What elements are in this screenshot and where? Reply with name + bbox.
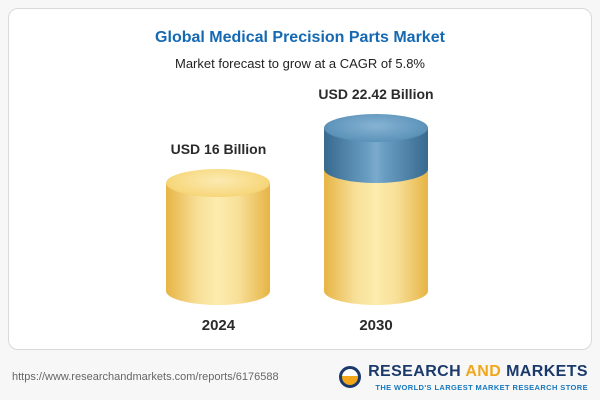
chart-card: Global Medical Precision Parts Market Ma… [8,8,592,350]
brand-text: RESEARCH AND MARKETS THE WORLD'S LARGEST… [368,363,588,392]
cylinder-2030-base-segment [324,169,428,305]
footer: https://www.researchandmarkets.com/repor… [0,354,600,400]
chart-subtitle: Market forecast to grow at a CAGR of 5.8… [175,56,425,71]
brand-word-markets: MARKETS [506,362,588,380]
value-label-2030: USD 22.42 Billion [318,86,434,102]
cylinder-2024 [166,169,271,305]
cylinder-2030-growth-segment [324,114,428,183]
value-label-2024: USD 16 Billion [170,141,267,157]
cylinder-2030-top-ellipse [324,114,428,142]
report-url: https://www.researchandmarkets.com/repor… [12,371,279,383]
brand-wordmark: RESEARCH AND MARKETS [368,363,588,381]
cylinder-2030-base-body [324,169,428,305]
brand-logo: RESEARCH AND MARKETS THE WORLD'S LARGEST… [339,363,588,392]
cylinder-2024-body [166,183,271,305]
category-label-2030: 2030 [359,317,393,334]
brand-mark-icon [339,366,362,388]
brand-tagline: THE WORLD'S LARGEST MARKET RESEARCH STOR… [375,382,588,392]
chart-title: Global Medical Precision Parts Market [155,29,445,46]
bar-group-2030: USD 22.42 Billion 2030 [318,86,433,335]
brand-word-research: RESEARCH [368,362,462,380]
category-label-2024: 2024 [201,317,236,334]
bar-group-2024: USD 16 Billion 2024 [166,141,271,335]
brand-word-and: AND [465,362,502,380]
cylinder-2030 [324,114,428,305]
cylinder-2024-top-ellipse [166,169,271,197]
plot-area: USD 16 Billion 2024 USD 22.42 Billion [9,86,591,335]
